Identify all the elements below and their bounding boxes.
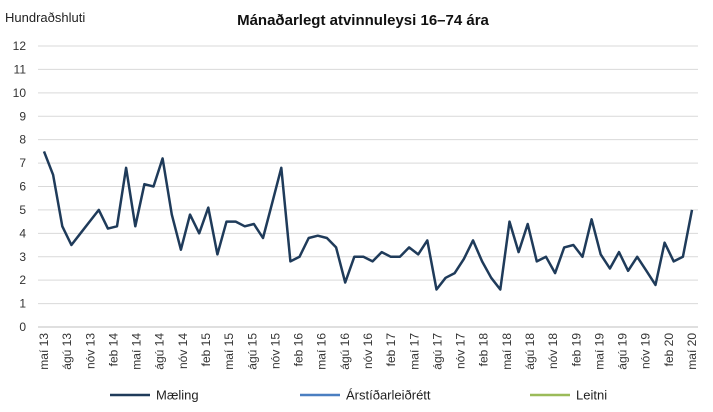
x-tick-label: feb 16 xyxy=(292,333,306,367)
y-tick-label: 1 xyxy=(19,297,26,311)
x-tick-label: feb 19 xyxy=(569,333,583,367)
x-tick-label: nóv 19 xyxy=(639,333,653,369)
y-axis-label: Hundraðshluti xyxy=(5,10,85,25)
x-tick-label: ágú 16 xyxy=(338,333,352,370)
x-tick-label: ágú 14 xyxy=(153,333,167,370)
x-tick-labels: maí 13 ágú 13 nóv 13 feb 14 maí 14 ágú 14 nóv … xyxy=(37,333,699,370)
x-tick-label: ágú 13 xyxy=(60,333,74,370)
y-tick-label: 2 xyxy=(19,273,26,287)
y-tick-label: 7 xyxy=(19,156,26,170)
x-tick-label: maí 19 xyxy=(592,333,606,370)
legend-label: Mæling xyxy=(156,388,199,403)
x-tick-label: maí 17 xyxy=(407,333,421,370)
x-tick-label: feb 17 xyxy=(384,333,398,367)
x-tick-label: ágú 18 xyxy=(523,333,537,370)
y-tick-label: 3 xyxy=(19,250,26,264)
x-tick-label: ágú 17 xyxy=(430,333,444,370)
y-tick-label: 4 xyxy=(19,226,26,240)
legend-label: Árstíðarleiðrétt xyxy=(346,388,431,403)
x-tick-label: maí 16 xyxy=(315,333,329,370)
legend: Mæling Árstíðarleiðrétt Leitni xyxy=(110,388,607,403)
y-tick-label: 8 xyxy=(19,133,26,147)
x-tick-label: ágú 19 xyxy=(616,333,630,370)
series-line-0 xyxy=(42,150,694,291)
x-tick-label: feb 15 xyxy=(199,333,213,367)
x-tick-label: maí 18 xyxy=(500,333,514,370)
y-tick-label: 10 xyxy=(13,86,27,100)
x-tick-label: nóv 14 xyxy=(176,333,190,369)
x-tick-label: maí 15 xyxy=(222,333,236,370)
legend-label: Leitni xyxy=(576,388,607,403)
x-tick-label: feb 20 xyxy=(662,333,676,367)
x-tick-label: nóv 13 xyxy=(83,333,97,369)
x-tick-label: ágú 15 xyxy=(245,333,259,370)
y-tick-label: 0 xyxy=(19,320,26,334)
y-tick-label: 9 xyxy=(19,109,26,123)
chart-title: Mánaðarlegt atvinnuleysi 16–74 ára xyxy=(237,12,489,29)
y-tick-label: 11 xyxy=(14,62,27,76)
x-tick-label: feb 18 xyxy=(477,333,491,367)
x-tick-label: nóv 16 xyxy=(361,333,375,369)
x-tick-label: nóv 17 xyxy=(454,333,468,369)
y-tick-label: 6 xyxy=(19,180,26,194)
x-tick-label: maí 20 xyxy=(685,333,699,370)
x-tick-label: nóv 15 xyxy=(268,333,282,369)
y-tick-label: 5 xyxy=(19,203,26,217)
x-tick-label: nóv 18 xyxy=(546,333,560,369)
series-lines xyxy=(42,150,694,291)
x-tick-label: maí 13 xyxy=(37,333,51,370)
x-tick-label: feb 14 xyxy=(106,333,120,367)
gridlines xyxy=(38,45,698,328)
x-tick-label: maí 14 xyxy=(130,333,144,370)
y-tick-label: 12 xyxy=(13,39,27,53)
